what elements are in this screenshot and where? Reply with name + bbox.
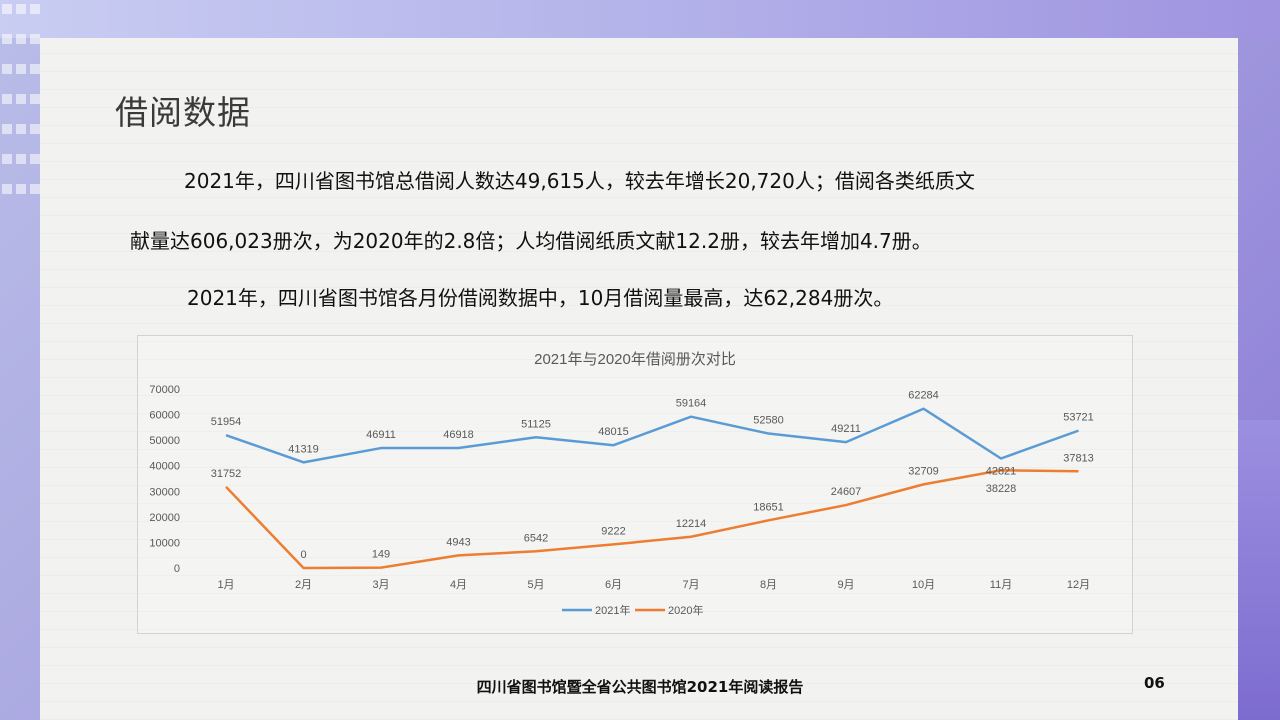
data-label-2020: 32709: [908, 465, 939, 477]
x-tick-label: 3月: [372, 579, 389, 591]
data-label-2021: 52580: [753, 415, 784, 427]
paragraph-1-line-2: 献量达606,023册次，为2020年的2.8倍；人均借阅纸质文献12.2册，较…: [130, 229, 932, 253]
data-label-2021: 51954: [211, 416, 242, 428]
data-label-2020: 6542: [524, 532, 548, 544]
series-line-2020年: [225, 468, 1079, 570]
data-label-2021: 48015: [598, 426, 629, 438]
data-label-2020: 38228: [986, 483, 1017, 495]
data-label-2020: 0: [300, 549, 306, 561]
data-label-2020: 12214: [676, 518, 707, 530]
footer-report-title: 四川省图书馆暨全省公共图书馆2021年阅读报告: [476, 678, 804, 696]
data-label-2021: 42821: [986, 466, 1017, 478]
chart-container: 2021年与2020年借阅册次对比 0 10000 20000 30000 40000 5…: [137, 335, 1133, 634]
data-label-2021: 51125: [521, 418, 551, 430]
paragraph-1-line-1: 2021年，四川省图书馆总借阅人数达49,615人，较去年增长20,720人；借…: [184, 169, 975, 193]
data-label-2020: 31752: [211, 468, 242, 480]
x-tick-label: 4月: [450, 579, 467, 591]
y-tick-label: 0: [174, 563, 180, 575]
series-line-2021年: [225, 407, 1079, 464]
data-label-2021: 46911: [366, 429, 396, 441]
slide-panel: 借阅数据 2021年，四川省图书馆总借阅人数达49,615人，较去年增长20,7…: [40, 38, 1238, 720]
y-tick-label: 20000: [149, 512, 180, 524]
x-tick-label: 5月: [527, 579, 544, 591]
page-title: 借阅数据: [115, 93, 251, 132]
y-tick-label: 10000: [149, 537, 180, 549]
page-number: 06: [1144, 674, 1165, 692]
x-tick-label: 9月: [837, 579, 854, 591]
x-tick-label: 2月: [295, 579, 312, 591]
chart-legend: 2021年 2020年: [562, 603, 703, 617]
data-label-2020: 37813: [1063, 452, 1094, 464]
line-chart: 2021年与2020年借阅册次对比 0 10000 20000 30000 40000 5…: [149, 351, 1094, 617]
data-label-2020: 9222: [601, 525, 625, 537]
paragraph-2: 2021年，四川省图书馆各月份借阅数据中，10月借阅量最高，达62,284册次。: [187, 286, 894, 310]
chart-title: 2021年与2020年借阅册次对比: [534, 351, 736, 368]
plot-area: 51954 41319 46911 46918 51125 48015 59164 52580…: [211, 390, 1094, 570]
y-axis: 0 10000 20000 30000 40000 50000 60000 70000: [149, 384, 180, 575]
data-label-2021: 59164: [676, 398, 707, 410]
x-tick-label: 6月: [605, 579, 622, 591]
data-label-2021: 49211: [831, 423, 861, 435]
y-tick-label: 70000: [149, 384, 180, 396]
x-tick-label: 7月: [682, 579, 699, 591]
y-tick-label: 60000: [149, 410, 180, 422]
data-label-2021: 41319: [288, 443, 319, 455]
legend-label: 2021年: [595, 603, 630, 617]
x-tick-label: 11月: [990, 579, 1012, 591]
x-tick-label: 10月: [912, 579, 935, 591]
data-label-2020: 18651: [753, 501, 784, 513]
legend-label: 2020年: [668, 603, 703, 617]
x-tick-label: 12月: [1067, 579, 1090, 591]
data-label-2020: 149: [372, 549, 390, 561]
y-tick-label: 40000: [149, 461, 180, 473]
data-label-2021: 53721: [1063, 412, 1094, 424]
top-decor-strip: [0, 0, 1280, 38]
x-tick-label: 8月: [760, 579, 777, 591]
left-tile-decor: [0, 0, 40, 230]
right-decor-panel: [1238, 420, 1280, 720]
y-tick-label: 30000: [149, 486, 180, 498]
data-label-2021: 46918: [443, 429, 474, 441]
data-label-2021: 62284: [908, 390, 939, 402]
data-label-2020: 4943: [446, 536, 470, 548]
y-tick-label: 50000: [149, 435, 180, 447]
x-axis: 1月 2月 3月 4月 5月 6月 7月 8月 9月 10月 11月 12月: [217, 579, 1090, 591]
x-tick-label: 1月: [217, 579, 234, 591]
data-label-2020: 24607: [831, 486, 862, 498]
